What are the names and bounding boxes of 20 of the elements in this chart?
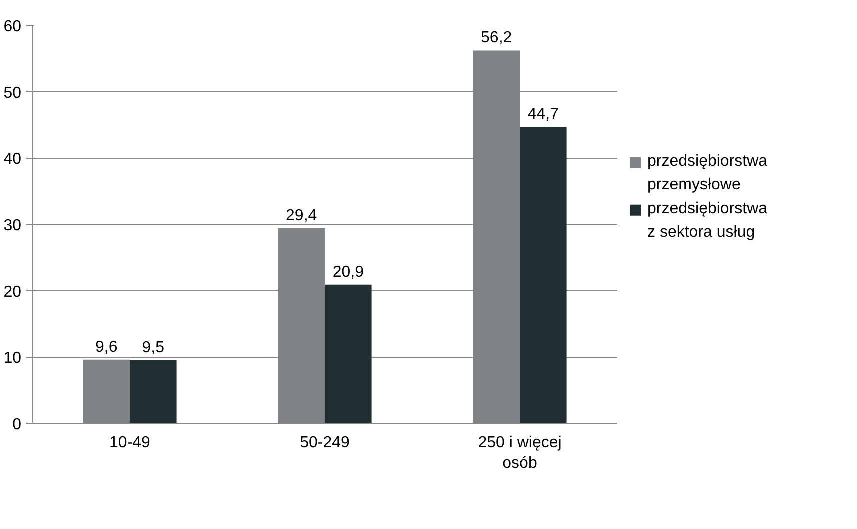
data-label: 9,6 — [95, 338, 118, 356]
x-tick-label: 50-249 — [300, 434, 350, 452]
data-label: 56,2 — [481, 30, 512, 47]
bar — [325, 284, 372, 424]
y-tick-label: 20 — [4, 284, 22, 301]
bar — [520, 126, 567, 424]
bar — [130, 360, 177, 424]
data-label: 20,9 — [332, 264, 364, 281]
y-tick-label: 0 — [12, 416, 22, 434]
y-tick-label: 40 — [4, 151, 22, 168]
legend-label: przedsiębiorstwa z sektora usług — [648, 200, 768, 242]
y-tick-label: 50 — [4, 84, 22, 102]
data-label: 44,7 — [528, 106, 560, 123]
x-tick-label: 250 i więcej osób — [478, 434, 562, 472]
x-tick-label: 10-49 — [110, 434, 151, 452]
y-tick-label: 10 — [4, 350, 22, 368]
y-tick-label: 30 — [4, 218, 22, 234]
y-tick-label: 60 — [4, 18, 22, 36]
data-label: 29,4 — [286, 207, 318, 224]
data-label: 9,5 — [142, 339, 165, 356]
